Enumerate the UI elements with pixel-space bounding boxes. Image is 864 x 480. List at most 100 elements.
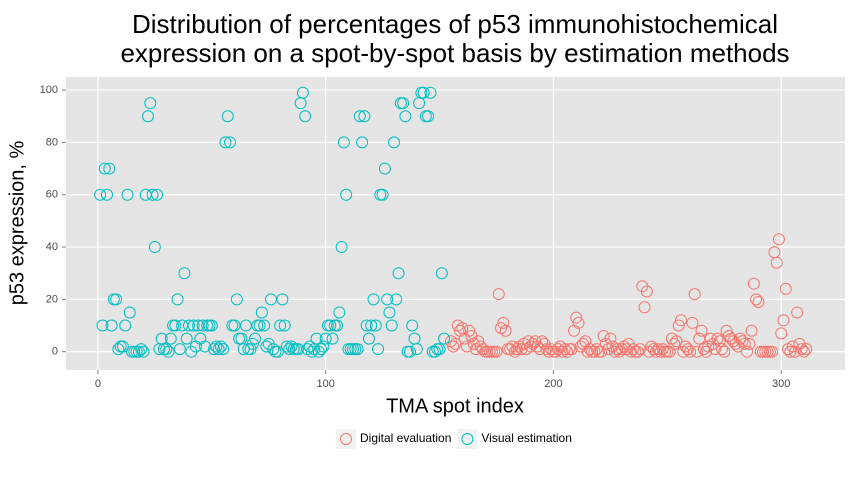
point	[221, 110, 234, 123]
point	[499, 324, 512, 337]
point	[326, 332, 339, 345]
point	[208, 343, 221, 356]
point	[94, 188, 107, 201]
point	[196, 319, 209, 332]
point	[317, 340, 330, 353]
chart-title: Distribution of percentages of p53 immun…	[132, 9, 778, 39]
point	[738, 337, 751, 350]
point	[718, 345, 731, 358]
chart-title: expression on a spot-by-spot basis by es…	[120, 38, 789, 68]
point	[463, 324, 476, 337]
point	[137, 345, 150, 358]
point	[647, 343, 660, 356]
x-tick-label: 200	[544, 378, 562, 390]
point	[392, 267, 405, 280]
point	[183, 319, 195, 332]
point	[278, 319, 291, 332]
point	[299, 110, 312, 123]
point	[766, 345, 779, 358]
plot-panel	[66, 77, 845, 370]
y-tick-label: 60	[46, 189, 58, 201]
point	[121, 188, 134, 201]
point	[786, 340, 799, 353]
point	[745, 324, 758, 337]
point	[397, 97, 410, 110]
point	[588, 345, 601, 358]
point	[390, 293, 403, 306]
point	[280, 340, 293, 353]
point	[335, 241, 348, 254]
point	[449, 337, 462, 350]
y-tick-label: 80	[46, 136, 58, 148]
point	[376, 188, 389, 201]
point	[230, 293, 243, 306]
point	[422, 110, 435, 123]
point	[367, 293, 380, 306]
point	[142, 110, 154, 123]
point	[608, 345, 621, 358]
point	[132, 345, 145, 358]
point	[144, 97, 157, 110]
point	[492, 288, 505, 301]
point	[169, 319, 182, 332]
point	[333, 306, 346, 319]
point	[180, 332, 193, 345]
point	[800, 343, 813, 356]
point	[634, 343, 646, 356]
point	[775, 327, 788, 340]
point	[572, 316, 585, 329]
point	[460, 340, 473, 353]
legend-key	[457, 429, 478, 449]
legend-marker	[340, 433, 352, 445]
point	[640, 285, 653, 298]
point	[160, 343, 173, 356]
point	[611, 343, 624, 356]
point	[98, 162, 111, 175]
point	[315, 343, 328, 356]
y-axis-title: p53 expression, %	[6, 141, 28, 306]
point	[736, 335, 749, 348]
point	[675, 314, 687, 327]
point	[110, 293, 123, 306]
point	[743, 337, 756, 350]
point	[164, 332, 177, 345]
point	[383, 306, 396, 319]
point	[96, 319, 109, 332]
x-tick-label: 0	[95, 378, 101, 390]
point	[369, 319, 382, 332]
point	[750, 293, 763, 306]
x-tick-label: 100	[316, 378, 334, 390]
point	[212, 343, 225, 356]
point	[704, 332, 717, 345]
point	[385, 319, 398, 332]
point	[424, 86, 437, 99]
point	[260, 340, 273, 353]
point	[378, 162, 391, 175]
point	[271, 345, 284, 358]
point	[798, 345, 810, 358]
point	[668, 337, 681, 350]
point	[681, 343, 694, 356]
point	[624, 345, 637, 358]
point	[255, 306, 268, 319]
point	[711, 332, 724, 345]
point	[101, 188, 113, 201]
point	[306, 345, 318, 358]
point	[406, 319, 419, 332]
point	[672, 319, 685, 332]
point	[770, 256, 783, 269]
point	[747, 277, 760, 290]
point	[365, 319, 378, 332]
point	[178, 267, 191, 280]
point	[296, 86, 309, 99]
point	[237, 343, 250, 356]
point	[331, 319, 344, 332]
point	[435, 267, 448, 280]
point	[362, 332, 375, 345]
point	[217, 343, 230, 356]
point	[515, 343, 528, 356]
point	[556, 345, 569, 358]
legend-key	[336, 429, 356, 449]
x-tick-label: 300	[772, 378, 790, 390]
